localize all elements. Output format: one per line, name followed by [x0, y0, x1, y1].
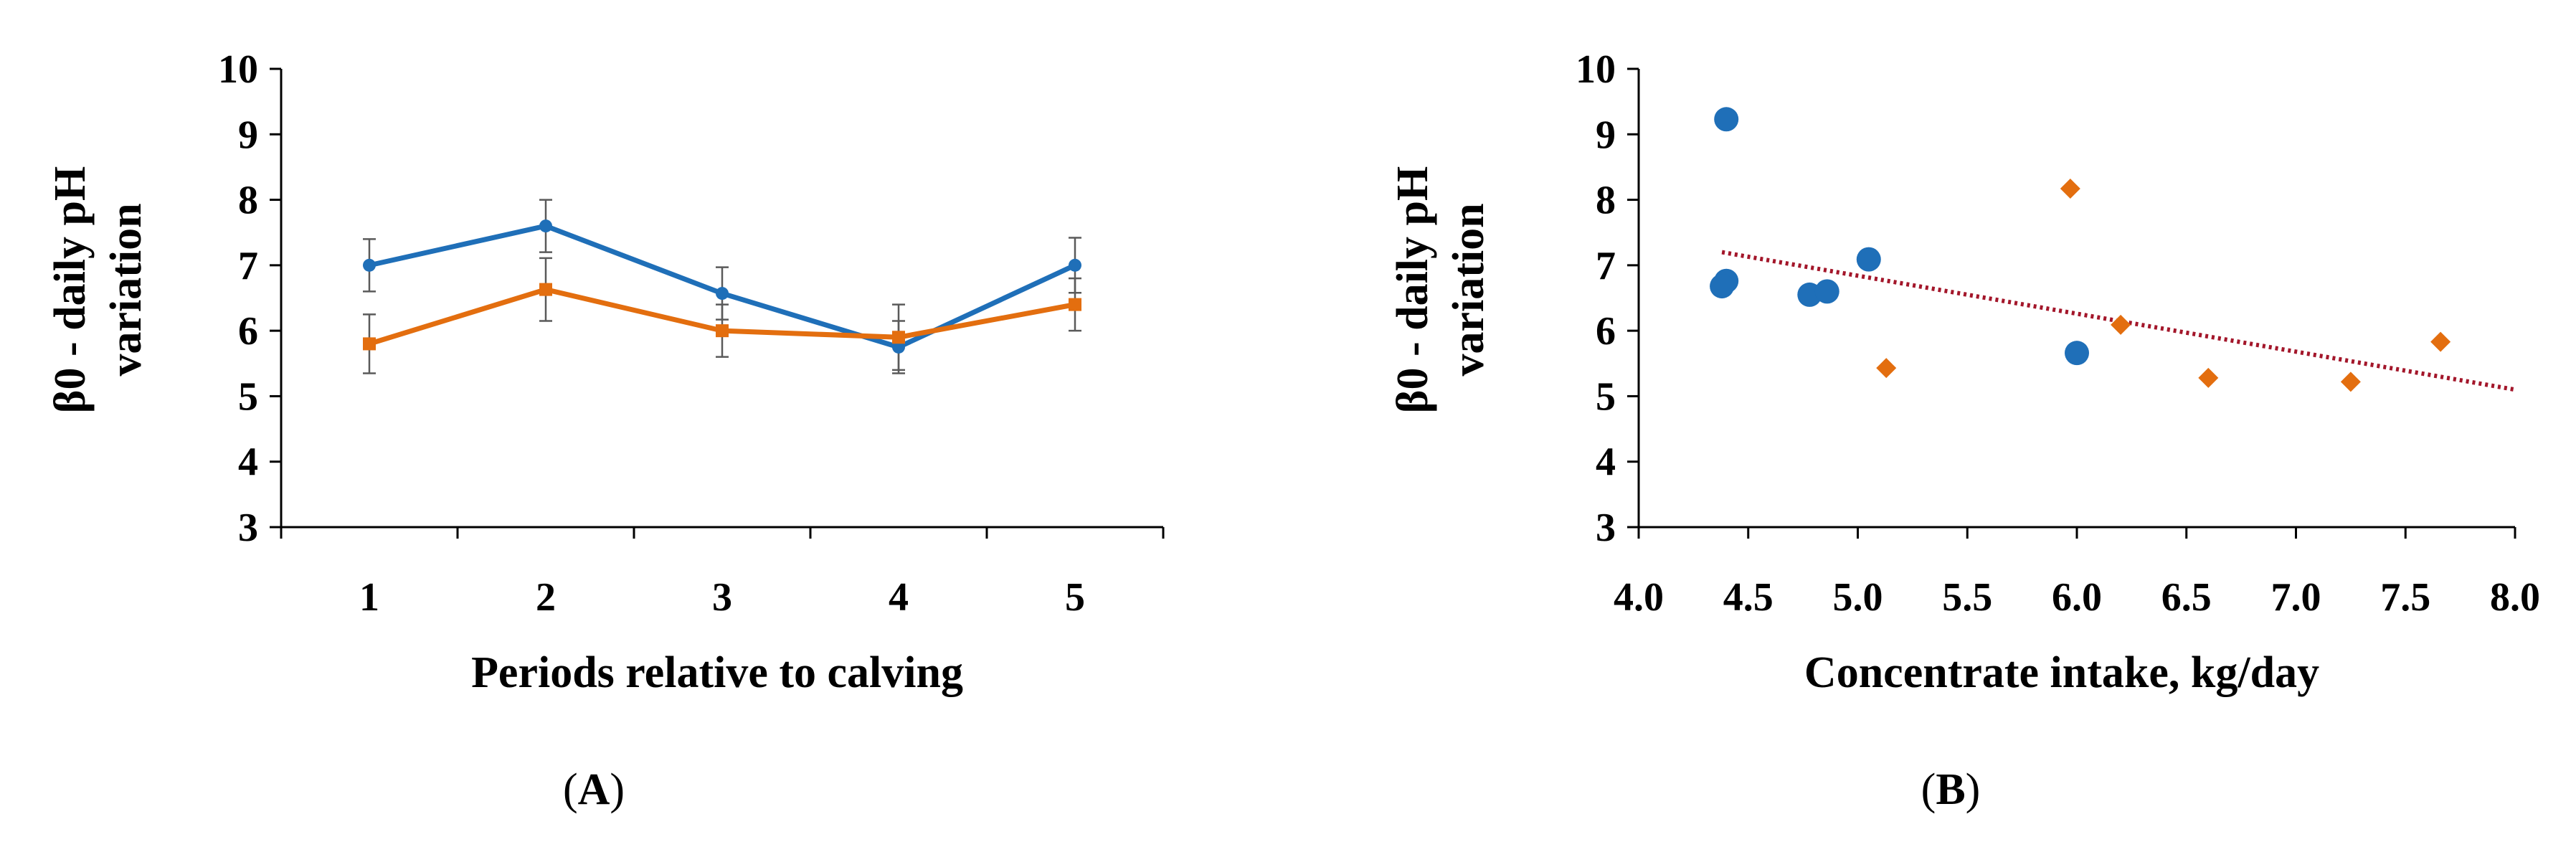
panel-b-x-tick-label: 4.5	[1723, 575, 1774, 620]
panel-b-x-tick-label: 7.0	[2271, 575, 2321, 620]
panel-b-series-2-point	[2430, 331, 2451, 352]
panel-b-series-1-point	[1814, 279, 1839, 304]
panel-b-series-2-point	[2340, 372, 2361, 392]
panel-b-series-2-point	[2060, 179, 2080, 199]
panel-a-ylabel-line-2: variation	[102, 203, 151, 376]
panel-a-series-1-point	[892, 340, 905, 354]
panel-a-line-chart: β0 - daily pH variation 3 4 5 6 7 8 9 10 1 2 3 4 5 P…	[46, 47, 1165, 814]
panel-a-y-tick-label: 7	[238, 244, 258, 288]
panel-b-axes	[1627, 67, 2516, 539]
panel-b-x-tick-label: 6.0	[2052, 575, 2102, 620]
panel-a-tick-labels: 3 4 5 6 7 8 9 10 1 2 3 4 5	[218, 47, 1085, 620]
panel-a-ylabel-line-1: β0 - daily pH	[46, 166, 95, 413]
panel-b-label: (B)	[1921, 765, 1981, 814]
panel-b-series-1-point	[1714, 107, 1739, 132]
panel-a-axes	[270, 67, 1165, 539]
panel-b-x-tick-label: 5.5	[1942, 575, 1992, 620]
panel-a-series-2-point	[892, 331, 905, 344]
panel-b-x-tick-label: 7.5	[2380, 575, 2430, 620]
panel-a-markers	[363, 219, 1081, 354]
panel-a-xlabel: Periods relative to calving	[471, 648, 963, 697]
panel-b-y-tick-label: 9	[1596, 113, 1616, 157]
panel-a-y-tick-label: 3	[238, 506, 258, 550]
panel-b-tick-labels: 3 4 5 6 7 8 9 10 4.0 4.5 5.0 5.5 6.0 6.5 7.0 7.5 8.0	[1576, 47, 2540, 620]
panel-b-y-tick-label: 8	[1596, 179, 1616, 223]
panel-a-x-tick-label: 4	[889, 575, 909, 620]
panel-a-series-2-point	[539, 283, 552, 296]
panel-a-label: (A)	[563, 765, 625, 814]
panel-a-error-bars	[363, 199, 1081, 374]
panel-a-series-2-point	[363, 337, 376, 351]
panel-b-markers	[1710, 107, 2451, 392]
panel-a-x-tick-label: 1	[359, 575, 379, 620]
panel-a-series-1-point	[1069, 258, 1081, 272]
panel-a-series-2-point	[716, 324, 729, 338]
panel-a-label-letter: A	[578, 765, 610, 814]
panel-b-series-1-point	[1856, 247, 1881, 272]
panel-a-x-tick-label: 2	[536, 575, 556, 620]
panel-b-y-tick-label: 6	[1596, 309, 1616, 354]
panel-b-y-tick-label: 10	[1576, 47, 1616, 92]
panel-a-y-tick-label: 10	[218, 47, 258, 92]
panel-b-scatter-chart: β0 - daily pH variation 3 4 5 6 7 8 9 10 4.0 4.5 5…	[1388, 47, 2540, 814]
panel-a-y-tick-label: 6	[238, 309, 258, 354]
panel-a-series-1-point	[539, 219, 552, 233]
panel-a-y-tick-label: 8	[238, 179, 258, 223]
panel-a-series-1-point	[716, 287, 729, 301]
panel-a-x-tick-label: 5	[1065, 575, 1085, 620]
panel-b-series-2-point	[2198, 367, 2219, 388]
panel-b-y-tick-label: 4	[1596, 440, 1616, 485]
panel-a-y-tick-label: 4	[238, 440, 258, 485]
panel-b-series-2-point	[2111, 314, 2131, 335]
panel-b-y-tick-label: 5	[1596, 374, 1616, 419]
panel-a-y-tick-label: 9	[238, 113, 258, 157]
panel-b-xlabel: Concentrate intake, kg/day	[1804, 648, 2319, 697]
panel-b-ylabel-line-2: variation	[1444, 203, 1493, 376]
panel-a-series-2-point	[1069, 298, 1081, 311]
panel-b-y-tick-label: 3	[1596, 506, 1616, 550]
panel-b-x-tick-label: 5.0	[1833, 575, 1883, 620]
panel-b-x-tick-label: 4.0	[1614, 575, 1664, 620]
panel-a-x-tick-label: 3	[712, 575, 732, 620]
panel-b-series-2-point	[1876, 358, 1897, 379]
panel-b-ylabel-line-1: β0 - daily pH	[1388, 166, 1437, 413]
panel-b-y-tick-label: 7	[1596, 244, 1616, 288]
panel-a-series-1-point	[363, 258, 376, 272]
panel-a-y-tick-label: 5	[238, 374, 258, 419]
panel-b-label-letter: B	[1936, 765, 1965, 814]
panel-b-series-1-point	[1710, 274, 1735, 299]
panel-b-series-1-point	[2065, 341, 2089, 366]
panel-b-x-tick-label: 6.5	[2161, 575, 2212, 620]
panel-b-x-tick-label: 8.0	[2490, 575, 2540, 620]
